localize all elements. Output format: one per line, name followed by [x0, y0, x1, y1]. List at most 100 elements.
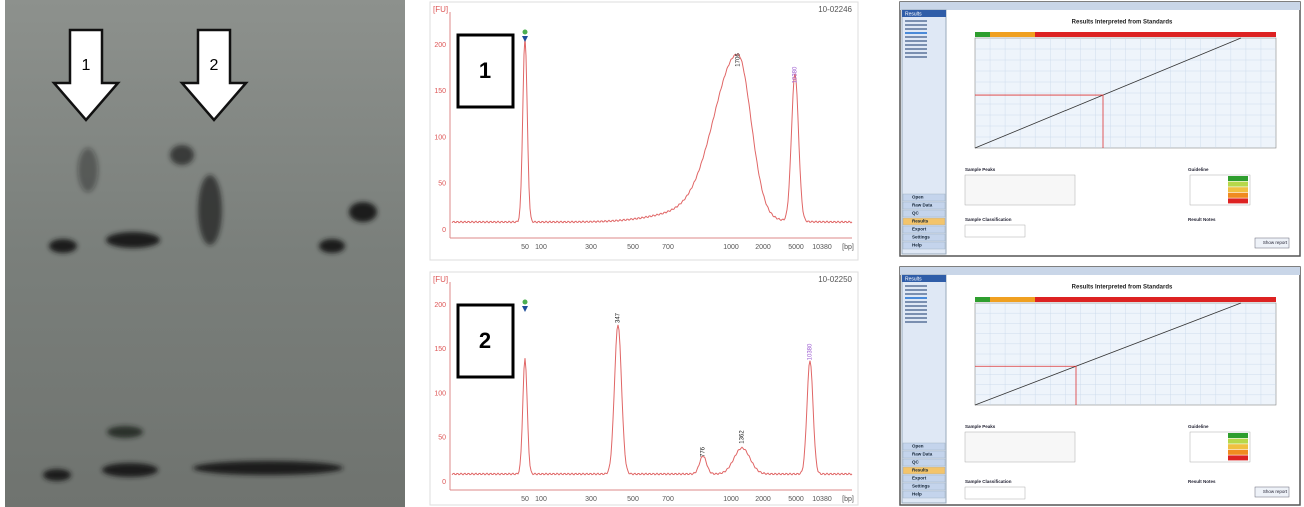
y-tick-label: 100	[434, 134, 446, 141]
peaks-table	[965, 432, 1075, 462]
guideline-color	[1228, 193, 1248, 198]
x-tick-label: 2000	[755, 244, 771, 251]
sample-item	[905, 40, 927, 42]
y-tick-label: 200	[434, 302, 446, 309]
sample-item	[905, 321, 927, 323]
peak-label: 776	[701, 446, 707, 457]
band	[975, 32, 990, 37]
menu-item[interactable]	[903, 194, 945, 201]
section-title: Guideline	[1188, 167, 1209, 172]
page: {"gel": {"arrows": ["1", "2"]}, "electro…	[0, 0, 1304, 507]
y-unit: [FU]	[433, 275, 448, 284]
y-unit: [FU]	[433, 5, 448, 14]
menu-label: QC	[912, 211, 920, 216]
x-tick-label: 300	[585, 496, 597, 503]
menu-item[interactable]	[903, 443, 945, 450]
section-title: Sample Classification	[965, 217, 1012, 222]
sample-item	[905, 301, 927, 303]
arrow-label: 2	[210, 57, 219, 74]
y-tick-label: 50	[438, 181, 446, 188]
classification-table	[965, 225, 1025, 237]
sample-item	[905, 313, 927, 315]
sample-item	[905, 285, 927, 287]
classification-table	[965, 487, 1025, 499]
arrow-label: 1	[82, 57, 91, 74]
band	[990, 32, 1035, 37]
peak-label: 1706	[736, 53, 742, 67]
band	[1035, 297, 1276, 302]
x-tick-label: 2000	[755, 496, 771, 503]
menu-label: QC	[912, 460, 920, 465]
sample-item	[905, 305, 927, 307]
x-tick-label: 300	[585, 244, 597, 251]
sample-item	[905, 20, 927, 22]
results-title: Results Interpreted from Standards	[1072, 20, 1173, 26]
x-unit: [bp]	[842, 496, 854, 503]
sample-item	[905, 309, 927, 311]
x-tick-label: 100	[535, 244, 547, 251]
menu-label: Help	[912, 492, 922, 497]
menu-label: Settings	[912, 235, 930, 240]
peak-label: 1362	[740, 430, 746, 444]
band	[975, 297, 990, 302]
menu-label: Open	[912, 195, 924, 200]
sample-item	[905, 289, 927, 291]
y-tick-label: 0	[442, 479, 446, 486]
marker	[523, 30, 528, 35]
x-tick-label: 50	[521, 496, 529, 503]
x-tick-label: 5000	[788, 496, 804, 503]
menu-label: Export	[912, 227, 927, 232]
menu-label: Raw Data	[912, 452, 933, 457]
menu-item[interactable]	[903, 242, 945, 249]
panel-label: 1	[479, 58, 491, 83]
x-tick-label: 700	[662, 496, 674, 503]
y-tick-label: 0	[442, 227, 446, 234]
x-tick-label: 10380	[812, 496, 832, 503]
title-bar	[900, 267, 1300, 275]
menu-label: Results	[912, 219, 929, 224]
menu-item[interactable]	[903, 210, 945, 217]
section-title: Sample Peaks	[965, 167, 996, 172]
marker	[523, 300, 528, 305]
peaks-table	[965, 175, 1075, 205]
section-title: Result Notes	[1188, 479, 1216, 484]
title-bar	[900, 2, 1300, 10]
y-tick-label: 200	[434, 42, 446, 49]
section-title: Sample Peaks	[965, 424, 996, 429]
y-tick-label: 100	[434, 390, 446, 397]
menu-label: Export	[912, 476, 927, 481]
menu-item[interactable]	[903, 491, 945, 498]
band	[990, 297, 1035, 302]
peak-label: 10380	[808, 343, 814, 360]
menu-label: Open	[912, 444, 924, 449]
panel-label: 2	[479, 328, 491, 353]
band	[1035, 32, 1276, 37]
sample-item	[905, 317, 927, 319]
sample-item	[905, 36, 927, 38]
guideline-color	[1228, 455, 1248, 460]
x-tick-label: 10380	[812, 244, 832, 251]
guideline-color	[1228, 439, 1248, 444]
guideline-color	[1228, 433, 1248, 438]
x-tick-label: 50	[521, 244, 529, 251]
sample-item	[905, 297, 927, 299]
report-button-label: Show report	[1263, 489, 1288, 494]
x-tick-label: 700	[662, 244, 674, 251]
x-unit: [bp]	[842, 244, 854, 251]
menu-item[interactable]	[903, 459, 945, 466]
report-button-label: Show report	[1263, 240, 1288, 245]
results-title: Results Interpreted from Standards	[1072, 285, 1173, 291]
x-tick-label: 5000	[788, 244, 804, 251]
sample-item	[905, 293, 927, 295]
electropherogram: [FU]10-022500501001502005010030050070010…	[430, 272, 858, 505]
x-tick-label: 500	[627, 496, 639, 503]
sidebar-title: Results	[905, 276, 922, 282]
x-tick-label: 1000	[723, 496, 739, 503]
x-tick-label: 100	[535, 496, 547, 503]
sample-item	[905, 48, 927, 50]
sample-item	[905, 44, 927, 46]
y-tick-label: 150	[434, 346, 446, 353]
guideline-color	[1228, 198, 1248, 203]
y-tick-label: 50	[438, 435, 446, 442]
